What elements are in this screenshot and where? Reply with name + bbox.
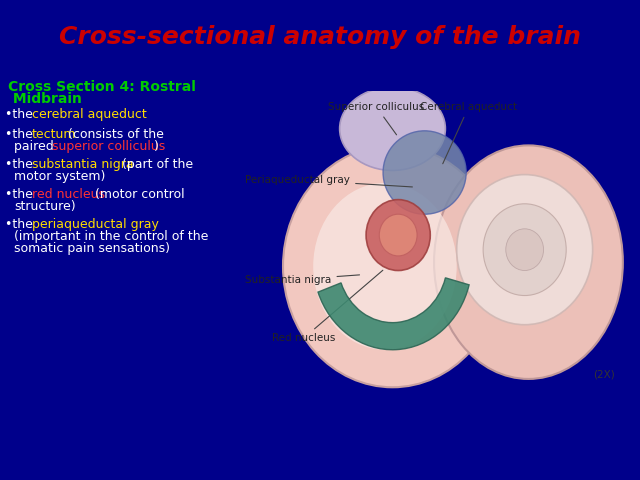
Text: •the: •the	[5, 108, 37, 121]
Text: •the: •the	[5, 158, 37, 171]
Circle shape	[366, 200, 430, 271]
Text: Cross Section 4: Rostral: Cross Section 4: Rostral	[8, 80, 196, 94]
Text: Substantia nigra: Substantia nigra	[245, 275, 360, 285]
Text: •the: •the	[5, 188, 37, 201]
Ellipse shape	[434, 145, 623, 379]
Text: structure): structure)	[14, 200, 76, 213]
Text: (consists of the: (consists of the	[65, 128, 164, 141]
Text: paired: paired	[14, 140, 58, 153]
Text: (part of the: (part of the	[118, 158, 193, 171]
Text: Cross-sectional anatomy of the brain: Cross-sectional anatomy of the brain	[59, 25, 581, 49]
Text: •the: •the	[5, 218, 37, 231]
Circle shape	[506, 229, 543, 271]
Text: somatic pain sensations): somatic pain sensations)	[14, 242, 170, 255]
Ellipse shape	[340, 87, 445, 170]
Text: Red nucleus: Red nucleus	[272, 270, 383, 343]
Text: motor system): motor system)	[14, 170, 106, 183]
Ellipse shape	[383, 131, 466, 214]
Text: substantia nigra: substantia nigra	[32, 158, 134, 171]
Text: (motor control: (motor control	[92, 188, 185, 201]
Text: (2X): (2X)	[593, 370, 615, 380]
Text: Cerebral aqueduct: Cerebral aqueduct	[420, 102, 517, 164]
Text: superior colliculus: superior colliculus	[52, 140, 165, 153]
Text: Midbrain: Midbrain	[8, 92, 82, 106]
Text: red nucleus: red nucleus	[32, 188, 105, 201]
Text: Superior colliculus: Superior colliculus	[328, 102, 424, 135]
Ellipse shape	[313, 183, 457, 350]
Text: Periaqueductal gray: Periaqueductal gray	[245, 175, 412, 187]
Circle shape	[483, 204, 566, 296]
Text: (important in the control of the: (important in the control of the	[14, 230, 209, 243]
Text: ): )	[154, 140, 159, 153]
Circle shape	[380, 214, 417, 256]
Text: tectum: tectum	[32, 128, 77, 141]
Text: periaqueductal gray: periaqueductal gray	[32, 218, 159, 231]
Wedge shape	[318, 278, 469, 350]
Text: cerebral aqueduct: cerebral aqueduct	[32, 108, 147, 121]
Ellipse shape	[283, 145, 502, 387]
Text: •the: •the	[5, 128, 37, 141]
Circle shape	[457, 175, 593, 325]
